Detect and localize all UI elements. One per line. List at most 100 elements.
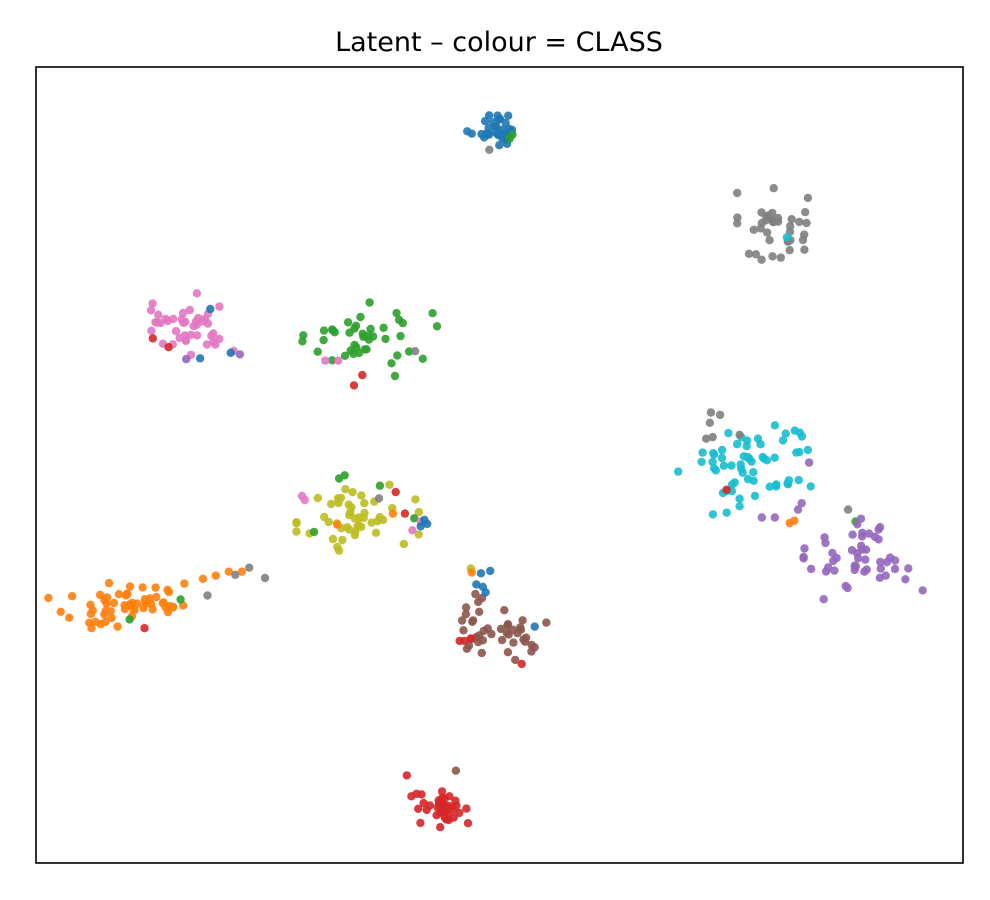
scatter-point-pink [146,306,156,315]
scatter-point-gray [410,347,420,356]
scatter-point-olive [371,528,381,537]
scatter-point-green [345,328,354,337]
scatter-point-olive [313,493,323,503]
scatter-point-green [392,308,401,318]
scatter-point-green [365,298,374,307]
scatter-point-red [433,803,442,812]
scatter-point-orange [114,590,124,599]
scatter-point-red [460,636,469,646]
scatter-point-orange [100,610,109,619]
scatter-point-pink [169,314,178,324]
scatter-point-cyan [735,502,744,511]
scatter-point-orange [180,579,189,588]
scatter-point-red [414,804,423,813]
scatter-point-red [437,787,447,796]
scatter-point-pink [321,356,330,365]
scatter-point-orange [113,622,122,631]
scatter-point-purple [861,555,870,564]
scatter-point-pink [147,326,156,335]
scatter-point-green [428,309,437,318]
scatter-point-orange [44,593,53,603]
scatter-point-purple [804,458,814,467]
scatter-point-green [379,323,388,332]
scatter-point-blue [416,522,425,531]
scatter-point-cyan [765,482,774,491]
scatter-point-cyan [738,468,747,477]
scatter-point-red [349,381,359,390]
scatter-point-red [443,809,452,819]
scatter-point-pink [181,336,191,346]
scatter-point-gray [702,434,711,443]
scatter-point-purple [851,562,861,571]
scatter-point-green [319,335,328,345]
scatter-point-olive [320,512,329,522]
scatter-point-green [176,595,185,604]
scatter-point-orange [163,607,173,617]
scatter-point-green [356,312,365,322]
scatter-point-gray [768,217,778,226]
scatter-point-pink [192,289,202,298]
scatter-point-orange [237,567,246,576]
scatter-point-brown [520,637,530,646]
scatter-point-green [398,318,407,328]
scatter-point-gray [744,249,754,258]
scatter-point-orange [120,601,129,610]
scatter-point-orange [104,578,114,588]
scatter-point-gray [749,225,758,234]
scatter-point-red [452,801,461,810]
scatter-point-cyan [709,449,718,458]
scatter-point-blue [226,348,235,357]
scatter-point-gray [751,250,761,259]
scatter-point-purple [770,513,779,522]
scatter-point-purple [861,545,871,554]
scatter-point-green [313,347,322,356]
scatter-point-blue [493,111,502,120]
scatter-point-olive [328,534,338,544]
scatter-point-blue [206,304,215,314]
scatter-point-purple [848,530,857,539]
scatter-point-green [343,318,353,327]
scatter-point-olive [338,535,347,545]
scatter-point-gray [231,570,240,579]
scatter-point-purple [874,535,883,544]
scatter-point-gray [757,255,766,264]
scatter-point-purple [757,513,766,522]
scatter-point-brown [513,629,522,638]
scatter-point-cyan [717,453,727,463]
scatter-point-gray [801,208,810,217]
scatter-point-pink [207,331,216,340]
scatter-point-orange [163,585,172,595]
scatter-point-brown [500,606,509,615]
scatter-point-cyan [750,491,760,501]
scatter-point-orange [146,599,156,609]
scatter-point-purple [799,554,808,563]
scatter-point-cyan [711,466,721,475]
scatter-point-gray [757,218,767,228]
scatter-point-gray [763,211,773,220]
scatter-point-orange [138,583,147,592]
scatter-point-purple [918,586,927,595]
scatter-point-orange [107,613,116,623]
scatter-point-gray [708,432,717,442]
scatter-point-olive [333,542,342,552]
scatter-point-brown [471,589,480,599]
scatter-point-green [390,371,400,381]
scatter-point-green [125,615,134,624]
scatter-point-brown [461,610,471,619]
scatter-point-orange [333,520,342,529]
scatter-point-pink [151,318,160,327]
scatter-point-purple [904,564,913,573]
scatter-point-purple [235,350,245,359]
scatter-point-brown [496,624,506,634]
scatter-point-pink [181,317,190,327]
scatter-point-gray [374,494,384,503]
scatter-point-pink [297,491,307,501]
scatter-point-orange [121,591,131,600]
scatter-point-cyan [708,457,717,467]
scatter-point-red [455,808,464,818]
scatter-point-orange [151,583,160,592]
scatter-point-brown [518,616,527,625]
scatter-point-pink [202,340,212,349]
scatter-point-orange [129,606,138,616]
